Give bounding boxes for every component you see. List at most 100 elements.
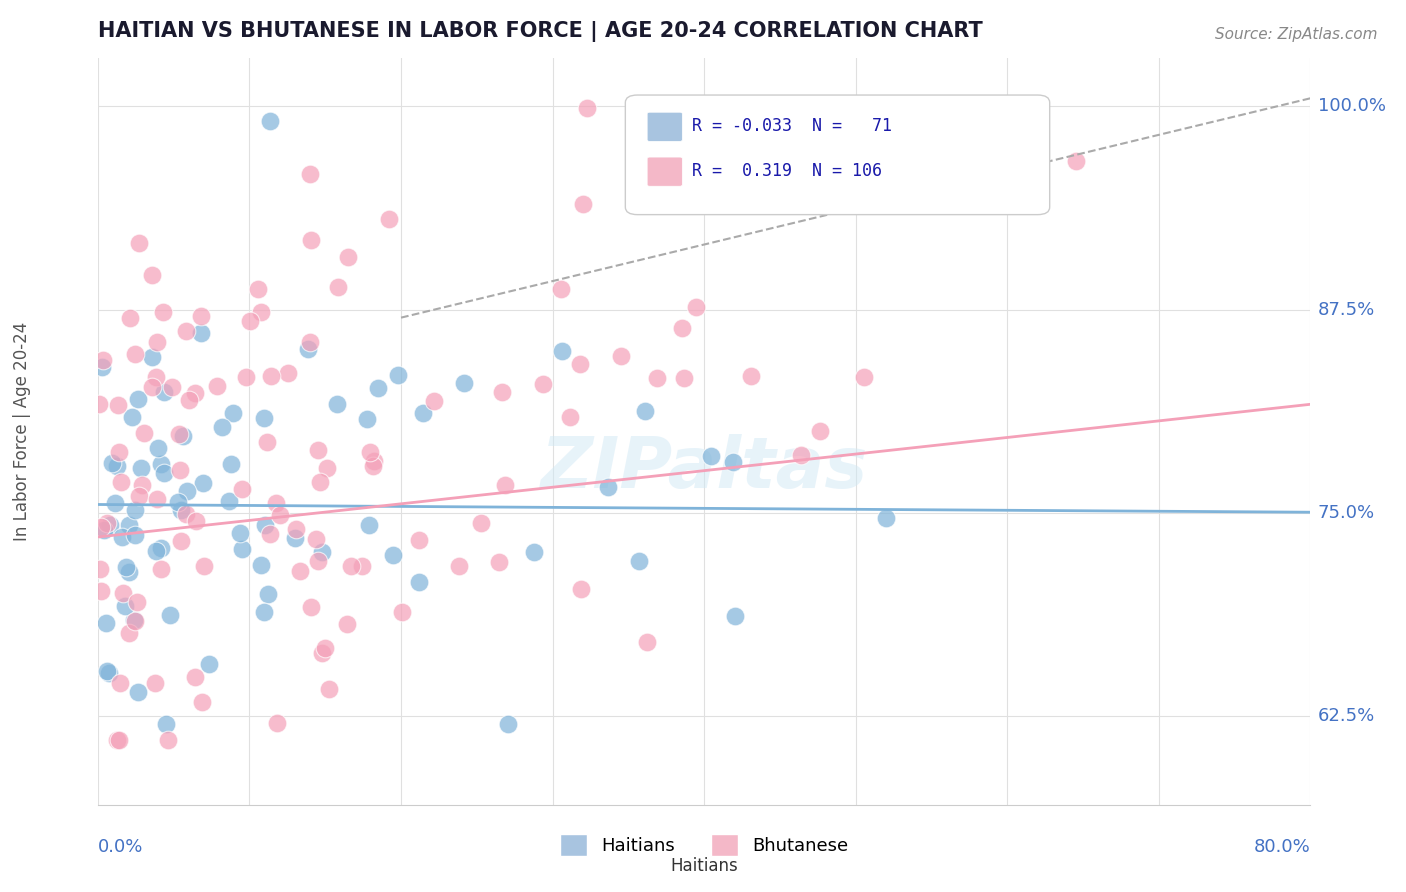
Point [470,516,492,531]
Point [645,371,668,385]
Point [356,412,378,426]
Point [359,518,381,533]
Point [127,595,149,609]
Text: 75.0%: 75.0% [1317,504,1375,522]
Point [381,548,404,562]
Point [298,168,321,182]
Point [721,455,744,469]
Point [297,343,319,357]
Point [96,516,118,531]
Point [149,457,172,471]
Point [127,685,149,699]
Point [523,544,546,558]
Point [96,664,118,678]
Point [740,368,762,383]
Point [231,482,253,496]
Point [184,514,207,528]
Point [222,406,245,420]
Point [367,381,389,395]
Point [146,441,169,455]
Point [277,366,299,380]
Point [97,665,120,680]
Point [155,716,177,731]
Point [576,101,599,115]
Point [153,466,176,480]
Point [257,587,280,601]
Point [108,676,131,690]
Point [197,657,219,672]
Point [672,371,695,385]
Point [378,212,401,227]
FancyBboxPatch shape [626,95,1050,215]
Point [218,494,240,508]
Point [560,409,582,424]
Point [221,458,243,472]
FancyBboxPatch shape [647,112,682,141]
Point [634,404,657,418]
Text: Source: ZipAtlas.com: Source: ZipAtlas.com [1215,27,1378,42]
Text: In Labor Force | Age 20-24: In Labor Force | Age 20-24 [13,322,31,541]
Point [193,476,215,491]
Point [176,507,198,521]
Text: R = -0.033  N =   71: R = -0.033 N = 71 [692,118,891,136]
Point [190,695,212,709]
Point [118,626,141,640]
Point [609,349,631,363]
Text: 87.5%: 87.5% [1317,301,1375,318]
Point [170,534,193,549]
Point [264,496,287,510]
Point [145,676,167,690]
Point [239,313,262,327]
Point [145,370,167,384]
Point [98,518,121,533]
Point [326,280,349,294]
Point [205,379,228,393]
Point [269,508,291,522]
Point [153,384,176,399]
Point [266,716,288,731]
Point [107,445,129,459]
Point [127,392,149,406]
Point [252,605,274,619]
Point [177,392,200,407]
Text: Haitians: Haitians [671,857,738,875]
Point [87,397,110,411]
Point [124,347,146,361]
Point [875,511,897,525]
Point [167,495,190,509]
Point [318,681,340,696]
Point [724,609,747,624]
Point [112,585,135,599]
Point [89,562,111,576]
Point [336,617,359,632]
Point [169,463,191,477]
Point [124,527,146,541]
Point [114,559,136,574]
Point [176,484,198,499]
Point [412,406,434,420]
Point [249,304,271,318]
Point [685,300,707,314]
Point [146,334,169,349]
Point [259,527,281,541]
Point [491,385,513,400]
Point [90,584,112,599]
Point [596,480,619,494]
Point [96,615,118,630]
Point [315,460,337,475]
Point [494,478,516,492]
Point [167,427,190,442]
Point [132,426,155,441]
Point [145,491,167,506]
Point [170,502,193,516]
Point [299,600,322,615]
Point [124,613,146,627]
Point [156,733,179,747]
Point [790,448,813,462]
Point [145,544,167,558]
Point [211,420,233,434]
Point [352,558,374,573]
Point [107,399,129,413]
Text: 0.0%: 0.0% [98,838,143,855]
Point [101,456,124,470]
